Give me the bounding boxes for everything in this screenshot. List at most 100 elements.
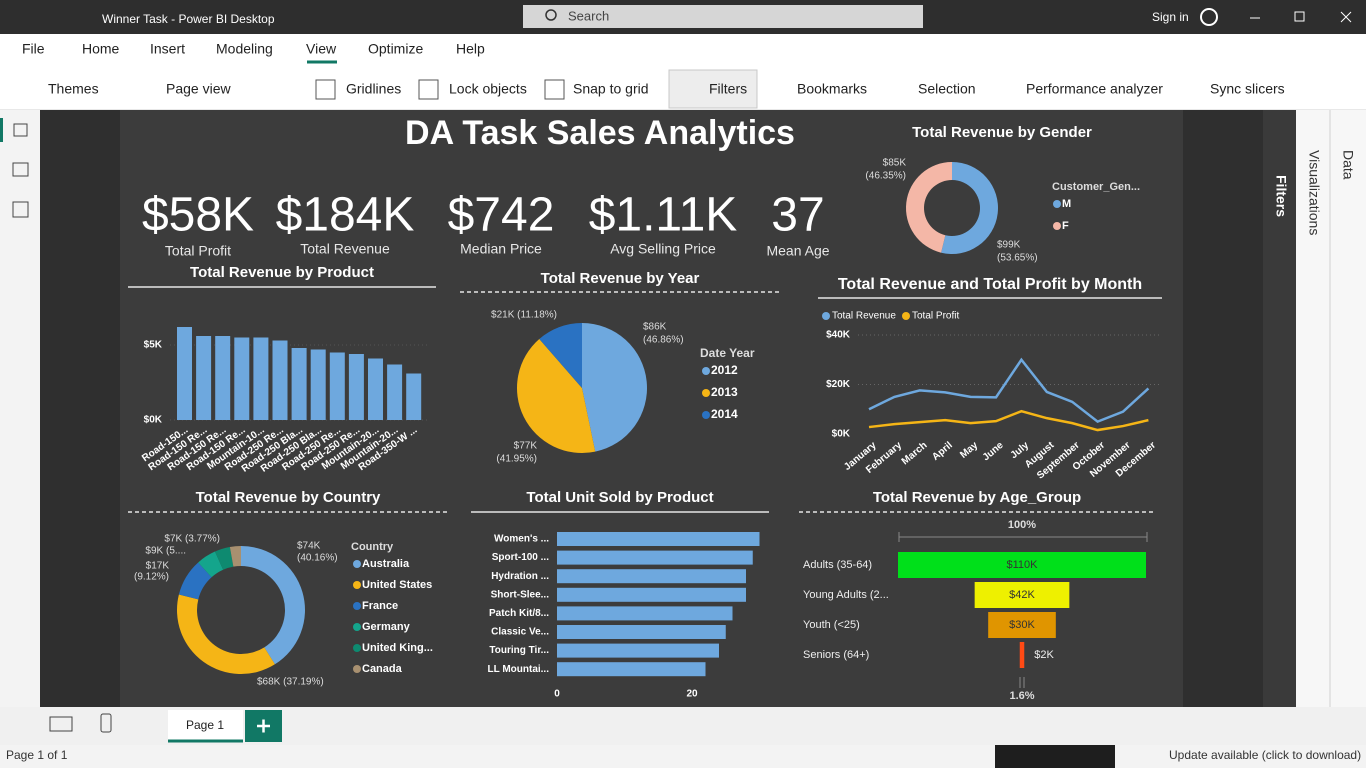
report-view-icon[interactable] (13, 123, 28, 137)
desktop-layout-icon[interactable] (49, 716, 73, 732)
slice (539, 323, 582, 388)
data-label: (53.65%) (997, 253, 1038, 264)
menu-item[interactable]: Home (82, 41, 120, 57)
chart-title: Total Revenue by Product (190, 264, 374, 281)
legend-swatch (353, 623, 361, 631)
search-icon (545, 9, 557, 21)
menu-item[interactable]: Insert (150, 41, 185, 57)
data-label: (46.86%) (643, 335, 684, 346)
menu-item[interactable]: Help (456, 41, 485, 57)
ribbon-button[interactable]: Page view (166, 81, 231, 97)
y-tick-label: $40K (826, 330, 851, 341)
checkbox[interactable] (544, 79, 565, 100)
filters-button-highlight[interactable] (668, 69, 758, 109)
bar (557, 643, 719, 658)
slice (582, 323, 648, 452)
y-tick-label: Sport-100 ... (492, 552, 549, 563)
table-view-icon[interactable] (12, 162, 29, 177)
legend-swatch (353, 581, 361, 589)
data-label: (40.16%) (297, 553, 338, 564)
category-label: Seniors (64+) (803, 649, 869, 661)
model-view-icon[interactable] (12, 201, 29, 218)
bar (310, 349, 326, 420)
pane-label[interactable]: Data (1340, 150, 1356, 180)
data-label: $68K (37.19%) (257, 677, 324, 688)
data-label: $30K (1009, 619, 1035, 631)
bar (557, 625, 726, 639)
y-tick-label: $5K (144, 340, 163, 351)
page-tab[interactable] (168, 710, 243, 742)
y-tick-label: Patch Kit/8... (489, 608, 549, 619)
legend-label: United States (362, 579, 432, 591)
legend-title: Customer_Gen... (1052, 181, 1140, 193)
kpi-label: Median Price (460, 241, 542, 257)
chart-title: Total Revenue by Gender (912, 124, 1092, 141)
funnel-bottom-label: 1.6% (1009, 690, 1034, 702)
side-panes (1296, 110, 1366, 707)
bar (234, 337, 250, 420)
legend-label: 2014 (711, 407, 738, 421)
y-tick-label: $0K (832, 429, 851, 440)
legend-swatch (353, 665, 361, 673)
bar (215, 336, 231, 420)
checkbox[interactable] (315, 79, 336, 100)
y-tick-label: Classic Ve... (491, 627, 549, 638)
legend-swatch (353, 560, 361, 568)
bar (557, 569, 746, 584)
report-view-indicator (0, 118, 3, 142)
category-label: Youth (<25) (803, 619, 860, 631)
ribbon-button[interactable]: Gridlines (346, 81, 401, 97)
chart-title: Total Revenue by Year (541, 270, 700, 287)
slice (178, 562, 212, 600)
bar (196, 336, 212, 420)
bar (348, 354, 364, 420)
data-label: $42K (1009, 589, 1035, 601)
menu-item[interactable]: File (22, 41, 45, 57)
legend-label: Australia (362, 558, 410, 570)
ribbon-button[interactable]: Themes (48, 81, 99, 97)
data-label: $2K (1034, 649, 1054, 661)
data-label: $110K (1007, 559, 1039, 571)
account-icon[interactable] (1200, 8, 1218, 26)
ribbon-button[interactable]: Bookmarks (797, 81, 867, 97)
search-placeholder: Search (568, 8, 609, 23)
data-label: (9.12%) (134, 572, 169, 583)
ribbon-button[interactable]: Lock objects (449, 81, 527, 97)
status-page: Page 1 of 1 (6, 748, 68, 762)
y-tick-label: LL Mountai... (488, 664, 550, 675)
line-series (868, 357, 1150, 424)
bar (387, 364, 403, 420)
pane-label[interactable]: Visualizations (1306, 150, 1322, 235)
menu-item[interactable]: Modeling (216, 41, 273, 57)
pane-label[interactable]: Filters (1273, 175, 1289, 217)
search-box[interactable] (523, 5, 923, 28)
y-tick-label: $20K (826, 379, 851, 390)
sign-in[interactable]: Sign in (1152, 10, 1189, 24)
checkbox[interactable] (418, 79, 439, 100)
slice (516, 339, 596, 454)
menu-item[interactable]: Optimize (368, 41, 423, 57)
menu-item[interactable]: View (306, 41, 337, 57)
mobile-layout-icon[interactable] (100, 713, 112, 733)
chart-title: Total Revenue by Age_Group (873, 489, 1081, 506)
ribbon-button[interactable]: Performance analyzer (1026, 81, 1163, 97)
page-tab-label[interactable]: Page 1 (186, 718, 224, 732)
ribbon-button[interactable]: Sync slicers (1210, 81, 1285, 97)
y-tick-label: Hydration ... (491, 571, 549, 582)
filters-pane[interactable] (1263, 110, 1296, 707)
report-title: DA Task Sales Analytics (405, 114, 795, 152)
slice (177, 594, 275, 675)
window-controls[interactable] (1250, 11, 1352, 23)
status-update[interactable]: Update available (click to download) (1169, 748, 1361, 762)
ribbon-button[interactable]: Filters (709, 81, 747, 97)
add-page-plus (257, 719, 270, 733)
chart-title: Total Unit Sold by Product (526, 489, 713, 506)
bar (557, 587, 746, 602)
kpi-value: $58K (142, 189, 254, 242)
funnel-bar (988, 612, 1056, 638)
legend-label: United King... (362, 642, 433, 654)
ribbon-button[interactable]: Selection (918, 81, 976, 97)
ribbon-button[interactable]: Snap to grid (573, 81, 649, 97)
legend-swatch (353, 644, 361, 652)
